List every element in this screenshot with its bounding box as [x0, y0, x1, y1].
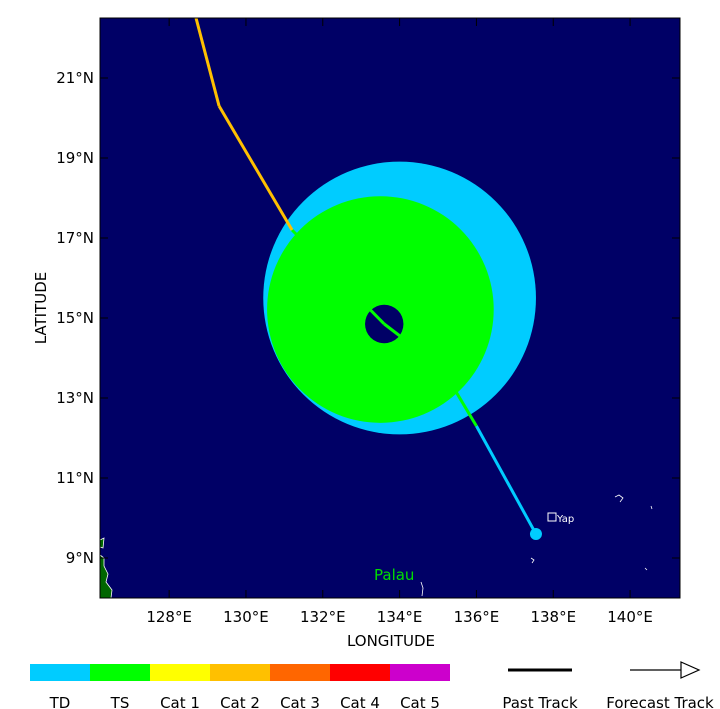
y-tick-label: 11°N — [56, 469, 94, 487]
past-track-label: Past Track — [502, 694, 578, 709]
legend-swatch — [270, 664, 330, 681]
place-label-yap: Yap — [556, 514, 574, 525]
legend-swatch — [210, 664, 270, 681]
track-segment — [475, 425, 538, 535]
x-tick-label: 140°E — [607, 608, 653, 626]
x-tick-label: 128°E — [146, 608, 192, 626]
current-position-marker — [529, 528, 542, 540]
y-tick-label: 13°N — [56, 389, 94, 407]
y-tick-label: 17°N — [56, 229, 94, 247]
y-tick-label: 21°N — [56, 69, 94, 87]
micronesia-islet — [644, 567, 648, 571]
legend-category-label: Cat 4 — [340, 694, 380, 709]
storm-track-layer — [194, 17, 542, 540]
place-labels-layer: Palau Yap — [374, 512, 574, 584]
wind-radii-layer — [263, 161, 536, 435]
y-axis-title: LATITUDE — [32, 272, 50, 345]
track-segment — [290, 228, 386, 326]
y-tick-label: 15°N — [56, 309, 94, 327]
legend-swatch — [90, 664, 150, 681]
legend-category-label: Cat 3 — [280, 694, 320, 709]
palau-islet — [420, 581, 424, 597]
y-tick-label: 9°N — [66, 549, 94, 567]
legend-category-label: TD — [49, 694, 71, 709]
track-segment — [217, 105, 294, 231]
x-tick-label: 130°E — [223, 608, 269, 626]
legend-swatch — [330, 664, 390, 681]
legend-category-label: Cat 5 — [400, 694, 440, 709]
x-tick-label: 134°E — [377, 608, 423, 626]
legend-category-label: TS — [110, 694, 130, 709]
x-tick-label: 132°E — [300, 608, 346, 626]
legend-category-label: Cat 1 — [160, 694, 200, 709]
legend: TD TS Cat 1 Cat 2 Cat 3 Cat 4 Cat 5 — [30, 664, 450, 709]
x-axis-title: LONGITUDE — [347, 632, 435, 650]
legend-swatch — [30, 664, 90, 681]
x-tick-label: 136°E — [454, 608, 500, 626]
yap-islet — [530, 557, 535, 564]
place-label-palau: Palau — [374, 566, 414, 584]
yap-marker-icon — [547, 512, 557, 522]
legend-swatch — [150, 664, 210, 681]
plot-frame — [99, 17, 681, 599]
track-segment — [194, 17, 221, 107]
x-tick-label: 138°E — [530, 608, 576, 626]
axis-ticks-layer: 128°E 130°E 132°E 134°E 136°E 138°E 140°E 9°N 11… — [56, 18, 680, 626]
island-outline — [99, 537, 105, 549]
y-tick-label: 19°N — [56, 149, 94, 167]
legend-category-label: Cat 2 — [220, 694, 260, 709]
forecast-track-label: Forecast Track — [606, 694, 714, 709]
track-segment — [383, 322, 443, 370]
forecast-arrow-icon — [680, 661, 701, 679]
micronesia-islet — [614, 494, 624, 503]
legend-swatch — [390, 664, 450, 681]
track-segment — [440, 367, 478, 427]
micronesia-islet — [650, 505, 653, 510]
